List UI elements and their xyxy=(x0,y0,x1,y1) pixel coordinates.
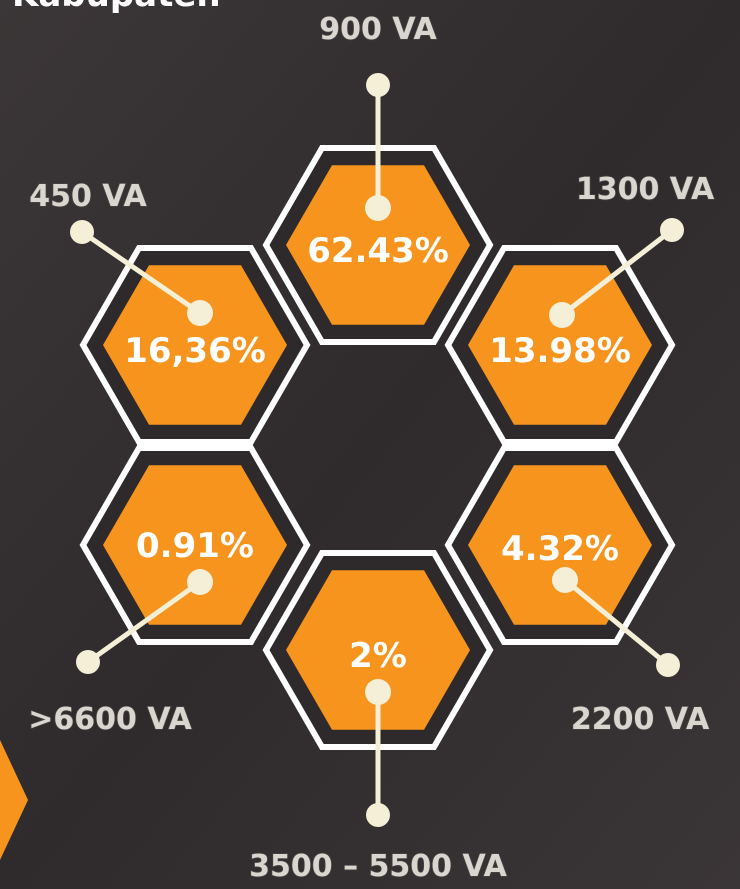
connector-dot xyxy=(70,220,94,244)
segment-value: 0.91% xyxy=(136,526,254,566)
connector-dot xyxy=(365,195,391,221)
page: Kabupaten 62.43% 900 VA 13.98% 1300 VA 4.32%… xyxy=(0,0,740,889)
segment-value: 4.32% xyxy=(501,529,619,569)
segment-value: 13.98% xyxy=(489,331,631,371)
title: Kabupaten xyxy=(12,0,221,15)
segment-label: 450 VA xyxy=(29,179,147,214)
connector-dot xyxy=(552,567,578,593)
background xyxy=(0,0,740,889)
segment-label: 900 VA xyxy=(319,12,437,47)
connector-dot xyxy=(660,218,684,242)
connector-dot xyxy=(366,73,390,97)
infographic: Kabupaten 62.43% 900 VA 13.98% 1300 VA 4.32%… xyxy=(0,0,740,889)
connector-dot xyxy=(365,679,391,705)
segment-label: >6600 VA xyxy=(28,702,192,737)
segment-value: 2% xyxy=(349,636,407,676)
connector-dot xyxy=(187,300,213,326)
segment-label: 1300 VA xyxy=(576,172,715,207)
connector-dot xyxy=(187,569,213,595)
segment-label: 3500 – 5500 VA xyxy=(249,849,508,884)
connector-dot xyxy=(76,650,100,674)
connector-dot xyxy=(549,302,575,328)
segment-value: 16,36% xyxy=(124,331,266,371)
segment-label: 2200 VA xyxy=(571,702,710,737)
connector-dot xyxy=(366,803,390,827)
segment-value: 62.43% xyxy=(307,231,449,271)
connector-dot xyxy=(656,653,680,677)
